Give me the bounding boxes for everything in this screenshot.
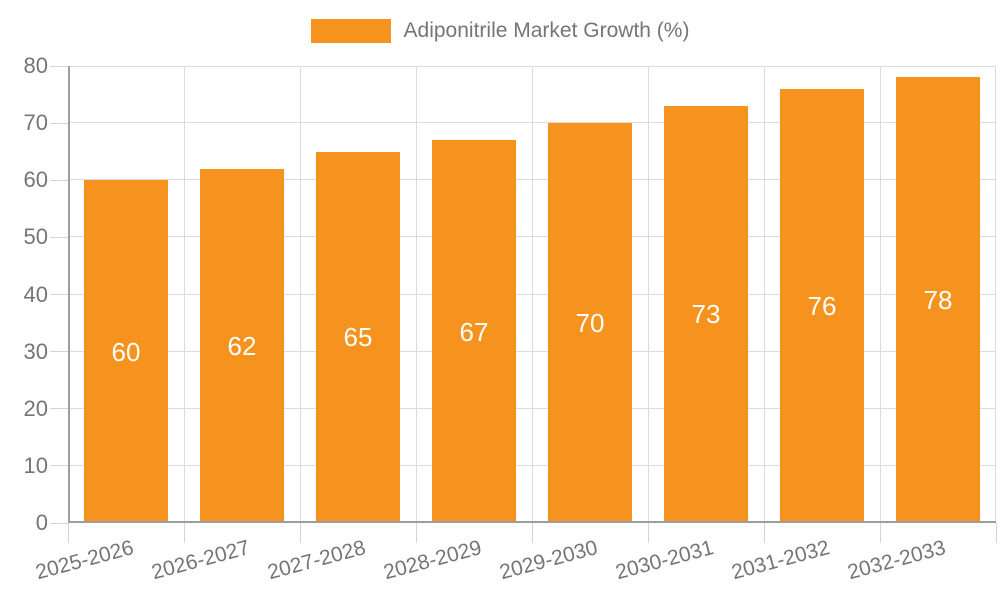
legend-swatch-icon bbox=[310, 19, 391, 43]
bar-value-label-2028-2029: 67 bbox=[459, 316, 489, 347]
y-axis-label-10: 10 bbox=[23, 452, 48, 478]
v-gridline-1 bbox=[183, 66, 185, 523]
x-axis-tick-7 bbox=[879, 523, 881, 543]
y-axis-tick-20 bbox=[50, 408, 68, 410]
x-axis-label-2032-2033: 2032-2033 bbox=[844, 536, 948, 585]
bar-value-label-2027-2028: 65 bbox=[343, 322, 373, 353]
y-axis-tick-50 bbox=[50, 236, 68, 238]
legend[interactable]: Adiponitrile Market Growth (%) bbox=[0, 17, 1000, 45]
plot-area: 60 62 65 67 70 73 76 78 bbox=[68, 66, 996, 523]
v-gridline-2 bbox=[299, 66, 301, 523]
v-gridline-7 bbox=[879, 66, 881, 523]
x-axis-tick-4 bbox=[531, 523, 533, 543]
y-axis-label-60: 60 bbox=[23, 167, 48, 193]
bar-value-label-2030-2031: 73 bbox=[691, 299, 721, 330]
x-axis-label-2025-2026: 2025-2026 bbox=[32, 536, 136, 585]
y-axis-label-20: 20 bbox=[23, 395, 48, 421]
x-axis-tick-0 bbox=[67, 523, 69, 543]
x-axis-line bbox=[68, 521, 996, 523]
x-axis-label-2028-2029: 2028-2029 bbox=[380, 536, 484, 585]
bar-value-label-2029-2030: 70 bbox=[575, 308, 605, 339]
y-axis-tick-40 bbox=[50, 294, 68, 295]
x-axis-tick-3 bbox=[415, 523, 417, 543]
bar-value-label-2032-2033: 78 bbox=[923, 285, 953, 316]
y-axis-label-50: 50 bbox=[23, 224, 48, 250]
y-axis-label-80: 80 bbox=[23, 53, 48, 78]
bar-value-label-2026-2027: 62 bbox=[227, 330, 257, 361]
y-axis-label-0: 0 bbox=[35, 510, 48, 535]
v-gridline-4 bbox=[531, 66, 533, 523]
x-axis-tick-2 bbox=[299, 523, 301, 543]
y-axis-tick-80 bbox=[50, 65, 68, 67]
y-axis-label-40: 40 bbox=[23, 281, 48, 307]
bar-2031-2032[interactable] bbox=[780, 88, 864, 523]
legend-label: Adiponitrile Market Growth (%) bbox=[403, 19, 690, 42]
v-gridline-3 bbox=[415, 66, 417, 523]
bar-2025-2026[interactable] bbox=[84, 180, 168, 523]
x-axis-tick-8 bbox=[995, 523, 997, 543]
x-axis-tick-1 bbox=[183, 523, 185, 543]
x-axis-label-2030-2031: 2030-2031 bbox=[612, 536, 716, 585]
bar-2029-2030[interactable] bbox=[548, 123, 632, 523]
bar-2030-2031[interactable] bbox=[664, 105, 748, 523]
v-gridline-6 bbox=[763, 66, 765, 523]
bar-2032-2033[interactable] bbox=[896, 77, 980, 523]
y-axis-label-30: 30 bbox=[23, 338, 48, 364]
y-axis-tick-0 bbox=[50, 522, 68, 524]
y-axis-label-70: 70 bbox=[23, 110, 48, 136]
y-axis-tick-70 bbox=[50, 122, 68, 124]
x-axis-tick-5 bbox=[647, 523, 649, 543]
v-gridline-8 bbox=[994, 66, 996, 523]
y-axis-tick-10 bbox=[50, 465, 68, 467]
bar-value-label-2025-2026: 60 bbox=[111, 336, 141, 367]
v-gridline-5 bbox=[647, 66, 649, 523]
x-axis-tick-6 bbox=[763, 523, 765, 543]
x-axis-label-2031-2032: 2031-2032 bbox=[728, 536, 832, 585]
bar-value-label-2031-2032: 76 bbox=[807, 290, 837, 321]
bar-2028-2029[interactable] bbox=[432, 140, 516, 523]
y-axis-tick-30 bbox=[50, 351, 68, 353]
bar-2026-2027[interactable] bbox=[200, 168, 284, 523]
x-axis-label-2026-2027: 2026-2027 bbox=[148, 536, 252, 585]
y-axis-line bbox=[68, 66, 70, 523]
y-axis-tick-60 bbox=[50, 179, 68, 181]
x-axis-label-2029-2030: 2029-2030 bbox=[496, 536, 600, 585]
x-axis-label-2027-2028: 2027-2028 bbox=[264, 536, 368, 585]
bar-2027-2028[interactable] bbox=[316, 151, 400, 523]
